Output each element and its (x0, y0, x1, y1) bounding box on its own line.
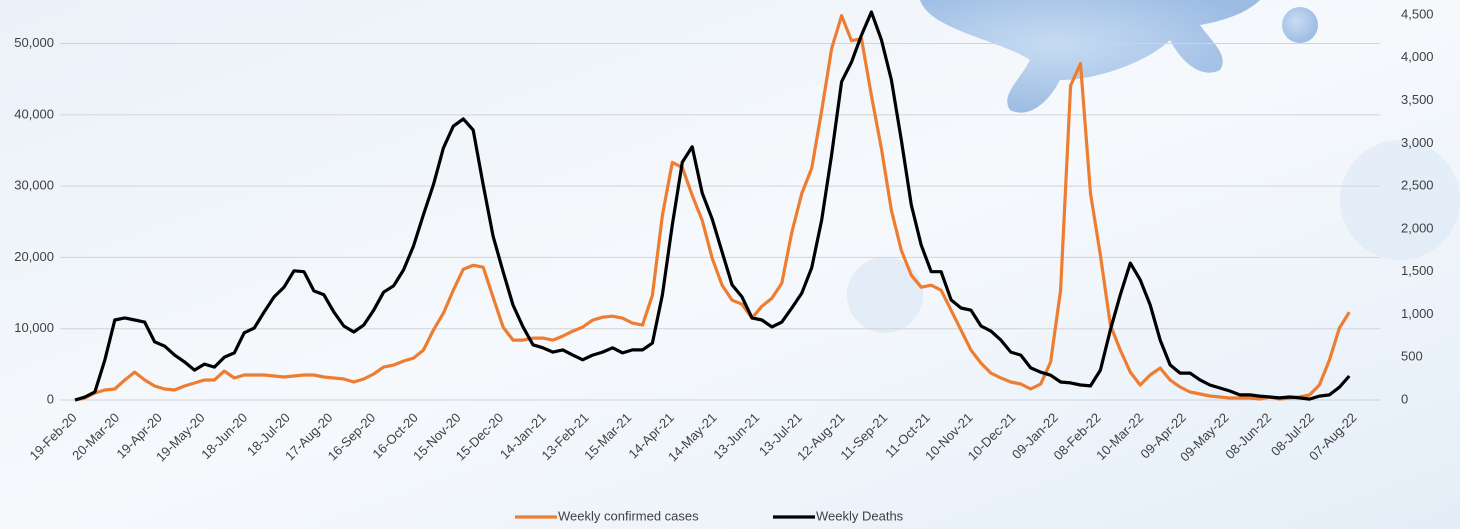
y-tick-label: 0 (47, 391, 54, 406)
y2-tick-label: 3,000 (1401, 135, 1434, 150)
legend-label: Weekly Deaths (816, 508, 904, 523)
y-tick-label: 50,000 (14, 35, 54, 50)
page: 0 10,000 20,000 30,000 40,000 50,000 0 500 1,000… (0, 0, 1460, 529)
y2-tick-label: 1,500 (1401, 263, 1434, 278)
y-tick-label: 40,000 (14, 106, 54, 121)
y-tick-label: 20,000 (14, 249, 54, 264)
y2-tick-label: 1,000 (1401, 306, 1434, 321)
y2-tick-label: 500 (1401, 349, 1423, 364)
y2-tick-label: 3,500 (1401, 92, 1434, 107)
y2-tick-label: 0 (1401, 391, 1408, 406)
y2-tick-label: 4,500 (1401, 6, 1434, 21)
chart: 0 10,000 20,000 30,000 40,000 50,000 0 500 1,000… (0, 0, 1460, 529)
y-tick-label: 10,000 (14, 320, 54, 335)
legend-label: Weekly confirmed cases (558, 508, 699, 523)
y2-tick-label: 2,000 (1401, 220, 1434, 235)
y2-tick-label: 4,000 (1401, 49, 1434, 64)
y2-tick-label: 2,500 (1401, 178, 1434, 193)
y-tick-label: 30,000 (14, 178, 54, 193)
